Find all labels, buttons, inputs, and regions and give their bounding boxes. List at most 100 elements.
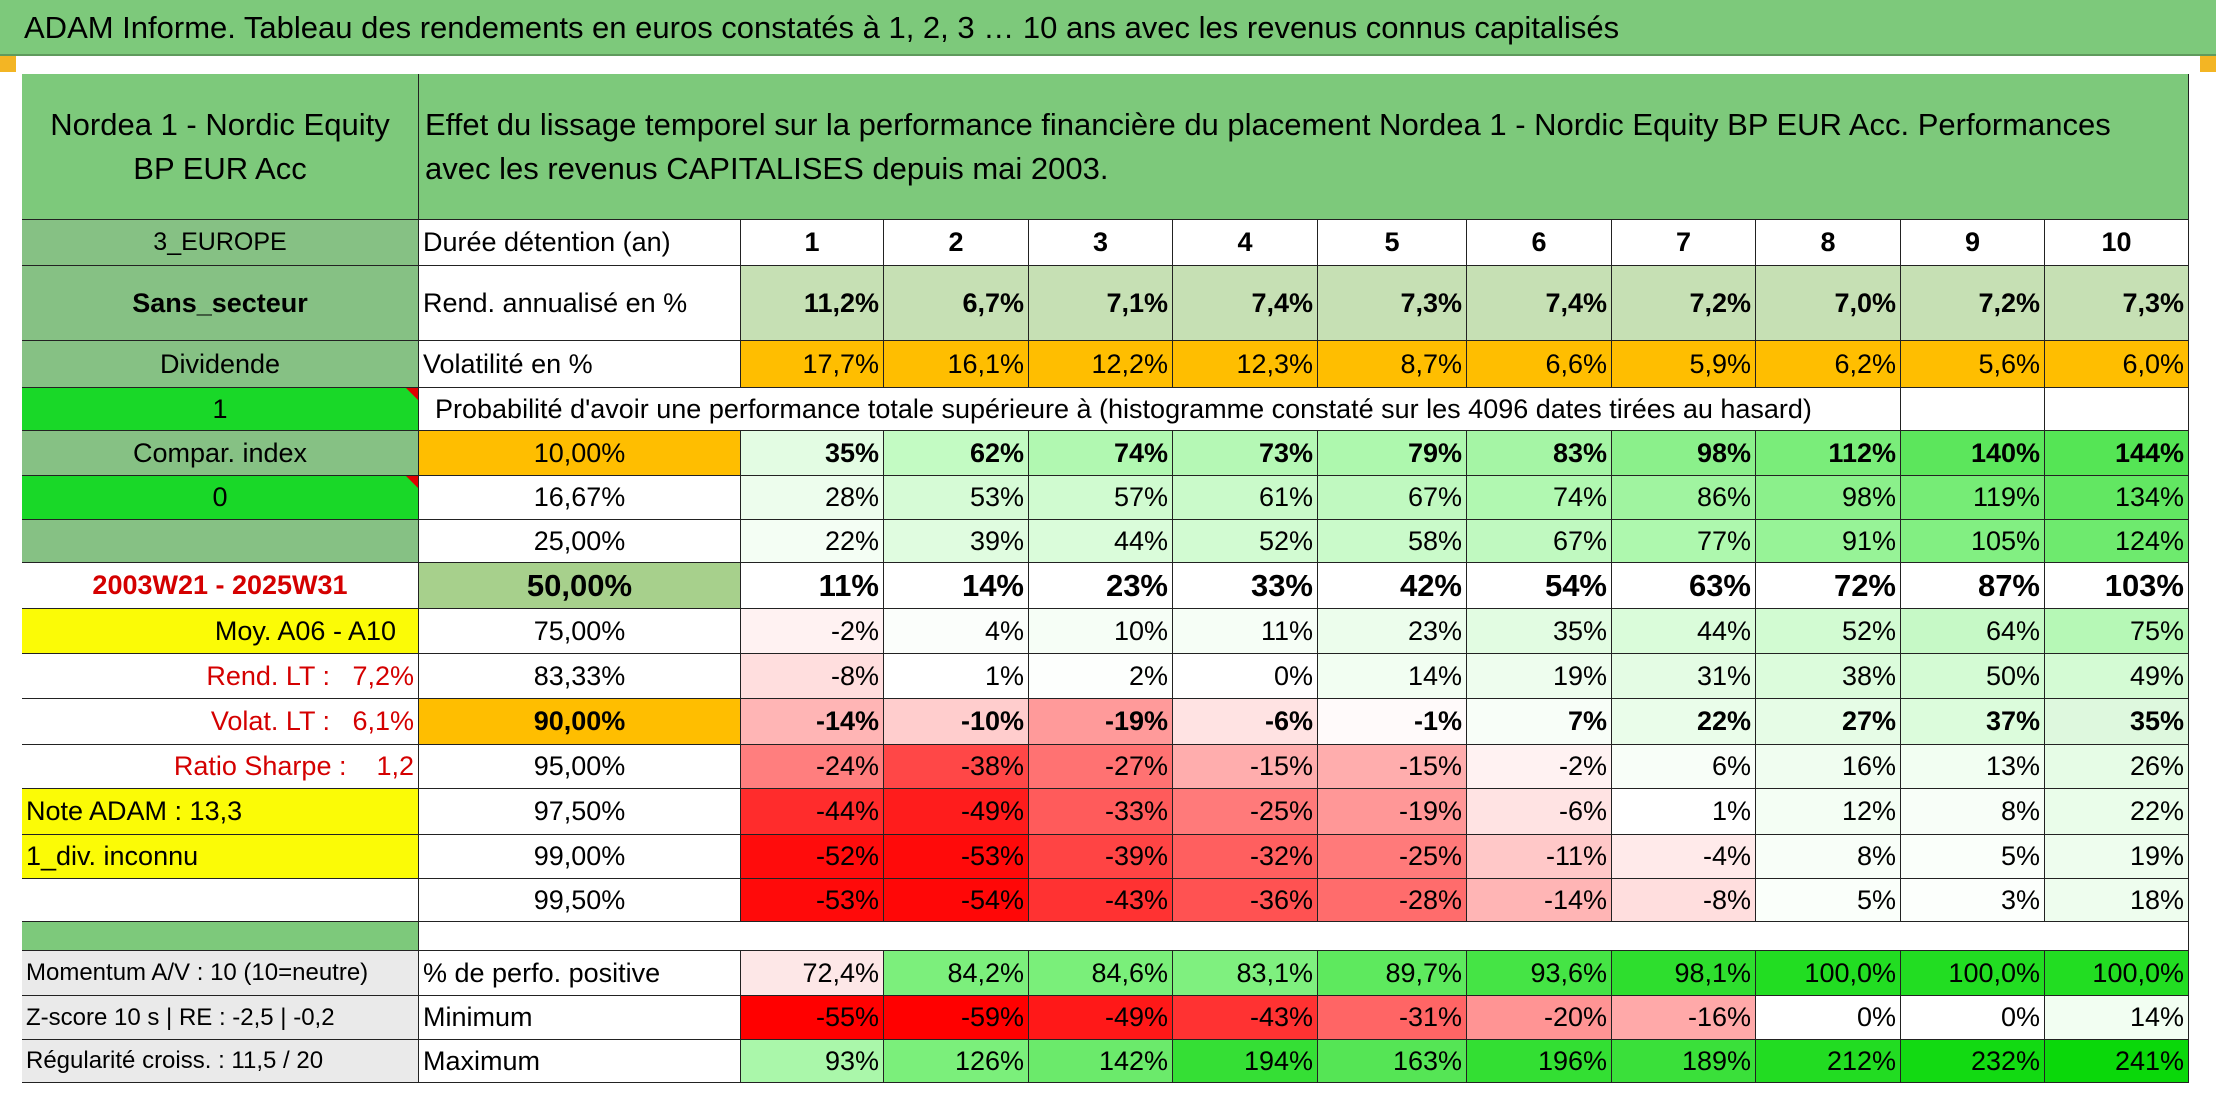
- maximum-value: 194%: [1173, 1040, 1318, 1083]
- performance-cell: -2%: [741, 609, 884, 654]
- probability-threshold: 25,00%: [419, 520, 741, 563]
- year-header: 10: [2045, 220, 2189, 266]
- volatility-value: 16,1%: [884, 341, 1029, 388]
- performance-cell: 134%: [2045, 476, 2189, 520]
- positive-perf-value: 98,1%: [1612, 951, 1756, 996]
- performance-cell: 31%: [1612, 654, 1756, 699]
- corner-marker: [2200, 56, 2216, 72]
- performance-cell: -27%: [1029, 745, 1173, 789]
- performance-cell: -6%: [1467, 789, 1612, 835]
- minimum-value: -16%: [1612, 996, 1756, 1040]
- volatility-value: 17,7%: [741, 341, 884, 388]
- performance-cell: 19%: [1467, 654, 1612, 699]
- performance-cell: 53%: [884, 476, 1029, 520]
- probability-threshold: 99,50%: [419, 879, 741, 922]
- minimum-value: 14%: [2045, 996, 2189, 1040]
- performance-cell: -10%: [884, 699, 1029, 745]
- performance-cell: -36%: [1173, 879, 1318, 922]
- regularite-label: Régularité croiss. : 11,5 / 20: [22, 1040, 419, 1083]
- performance-cell: 23%: [1318, 609, 1467, 654]
- fund-description: Effet du lissage temporel sur la perform…: [419, 74, 2189, 220]
- maximum-value: 142%: [1029, 1040, 1173, 1083]
- performance-cell: 124%: [2045, 520, 2189, 563]
- max-label: Maximum: [419, 1040, 741, 1083]
- probability-threshold: 75,00%: [419, 609, 741, 654]
- positive-perf-value: 84,2%: [884, 951, 1029, 996]
- volatility-value: 6,6%: [1467, 341, 1612, 388]
- performance-cell: 87%: [1901, 563, 2045, 609]
- performance-cell: 98%: [1756, 476, 1901, 520]
- performance-cell: 61%: [1173, 476, 1318, 520]
- performance-cell: -53%: [884, 835, 1029, 879]
- maximum-value: 126%: [884, 1040, 1029, 1083]
- probability-threshold: 90,00%: [419, 699, 741, 745]
- minimum-value: -59%: [884, 996, 1029, 1040]
- minimum-value: -43%: [1173, 996, 1318, 1040]
- fund-name: Nordea 1 - Nordic Equity BP EUR Acc: [22, 74, 419, 220]
- minimum-value: 0%: [1756, 996, 1901, 1040]
- year-header: 8: [1756, 220, 1901, 266]
- performance-cell: -15%: [1173, 745, 1318, 789]
- performance-cell: 11%: [1173, 609, 1318, 654]
- probability-threshold: 95,00%: [419, 745, 741, 789]
- rend-value: 7,4%: [1467, 266, 1612, 341]
- performance-cell: 26%: [2045, 745, 2189, 789]
- performance-cell: -44%: [741, 789, 884, 835]
- performance-cell: 86%: [1612, 476, 1756, 520]
- volatility-value: 12,3%: [1173, 341, 1318, 388]
- minimum-value: -55%: [741, 996, 884, 1040]
- performance-cell: 75%: [2045, 609, 2189, 654]
- year-header: 9: [1901, 220, 2045, 266]
- positive-perf-value: 72,4%: [741, 951, 884, 996]
- performance-cell: -4%: [1612, 835, 1756, 879]
- performance-cell: -25%: [1318, 835, 1467, 879]
- performance-cell: -15%: [1318, 745, 1467, 789]
- div-inconnu-label: 1_div. inconnu: [22, 835, 419, 879]
- performance-cell: 35%: [741, 431, 884, 476]
- performance-cell: 54%: [1467, 563, 1612, 609]
- performance-cell: -6%: [1173, 699, 1318, 745]
- performance-cell: 23%: [1029, 563, 1173, 609]
- performance-cell: 42%: [1318, 563, 1467, 609]
- empty-side-cell: [22, 879, 419, 922]
- volatility-value: 5,6%: [1901, 341, 2045, 388]
- performance-cell: 12%: [1756, 789, 1901, 835]
- maximum-value: 189%: [1612, 1040, 1756, 1083]
- performance-cell: -43%: [1029, 879, 1173, 922]
- minimum-value: -31%: [1318, 996, 1467, 1040]
- minimum-value: -20%: [1467, 996, 1612, 1040]
- performance-cell: -2%: [1467, 745, 1612, 789]
- year-header: 1: [741, 220, 884, 266]
- performance-cell: 37%: [1901, 699, 2045, 745]
- year-header: 3: [1029, 220, 1173, 266]
- performance-cell: 52%: [1756, 609, 1901, 654]
- performance-cell: 8%: [1756, 835, 1901, 879]
- maximum-value: 212%: [1756, 1040, 1901, 1083]
- performance-cell: -33%: [1029, 789, 1173, 835]
- rend-value: 7,2%: [1612, 266, 1756, 341]
- maximum-value: 196%: [1467, 1040, 1612, 1083]
- volatility-value: 8,7%: [1318, 341, 1467, 388]
- performance-cell: 35%: [1467, 609, 1612, 654]
- performance-cell: 77%: [1612, 520, 1756, 563]
- performance-cell: -49%: [884, 789, 1029, 835]
- performance-cell: 74%: [1029, 431, 1173, 476]
- spacer-cell: [22, 922, 419, 951]
- volatility-value: 5,9%: [1612, 341, 1756, 388]
- empty-cell: [1901, 388, 2045, 431]
- performance-cell: 5%: [1756, 879, 1901, 922]
- performance-cell: 103%: [2045, 563, 2189, 609]
- maximum-value: 241%: [2045, 1040, 2189, 1083]
- performance-cell: 27%: [1756, 699, 1901, 745]
- positive-perf-value: 100,0%: [1756, 951, 1901, 996]
- performance-cell: -19%: [1318, 789, 1467, 835]
- performance-cell: 11%: [741, 563, 884, 609]
- performance-cell: 140%: [1901, 431, 2045, 476]
- performance-cell: -53%: [741, 879, 884, 922]
- performance-cell: 4%: [884, 609, 1029, 654]
- duration-label: Durée détention (an): [419, 220, 741, 266]
- performance-cell: -24%: [741, 745, 884, 789]
- volat-lt-label: Volat. LT : 6,1%: [22, 699, 419, 745]
- zscore-label: Z-score 10 s | RE : -2,5 | -0,2: [22, 996, 419, 1040]
- performance-cell: 14%: [884, 563, 1029, 609]
